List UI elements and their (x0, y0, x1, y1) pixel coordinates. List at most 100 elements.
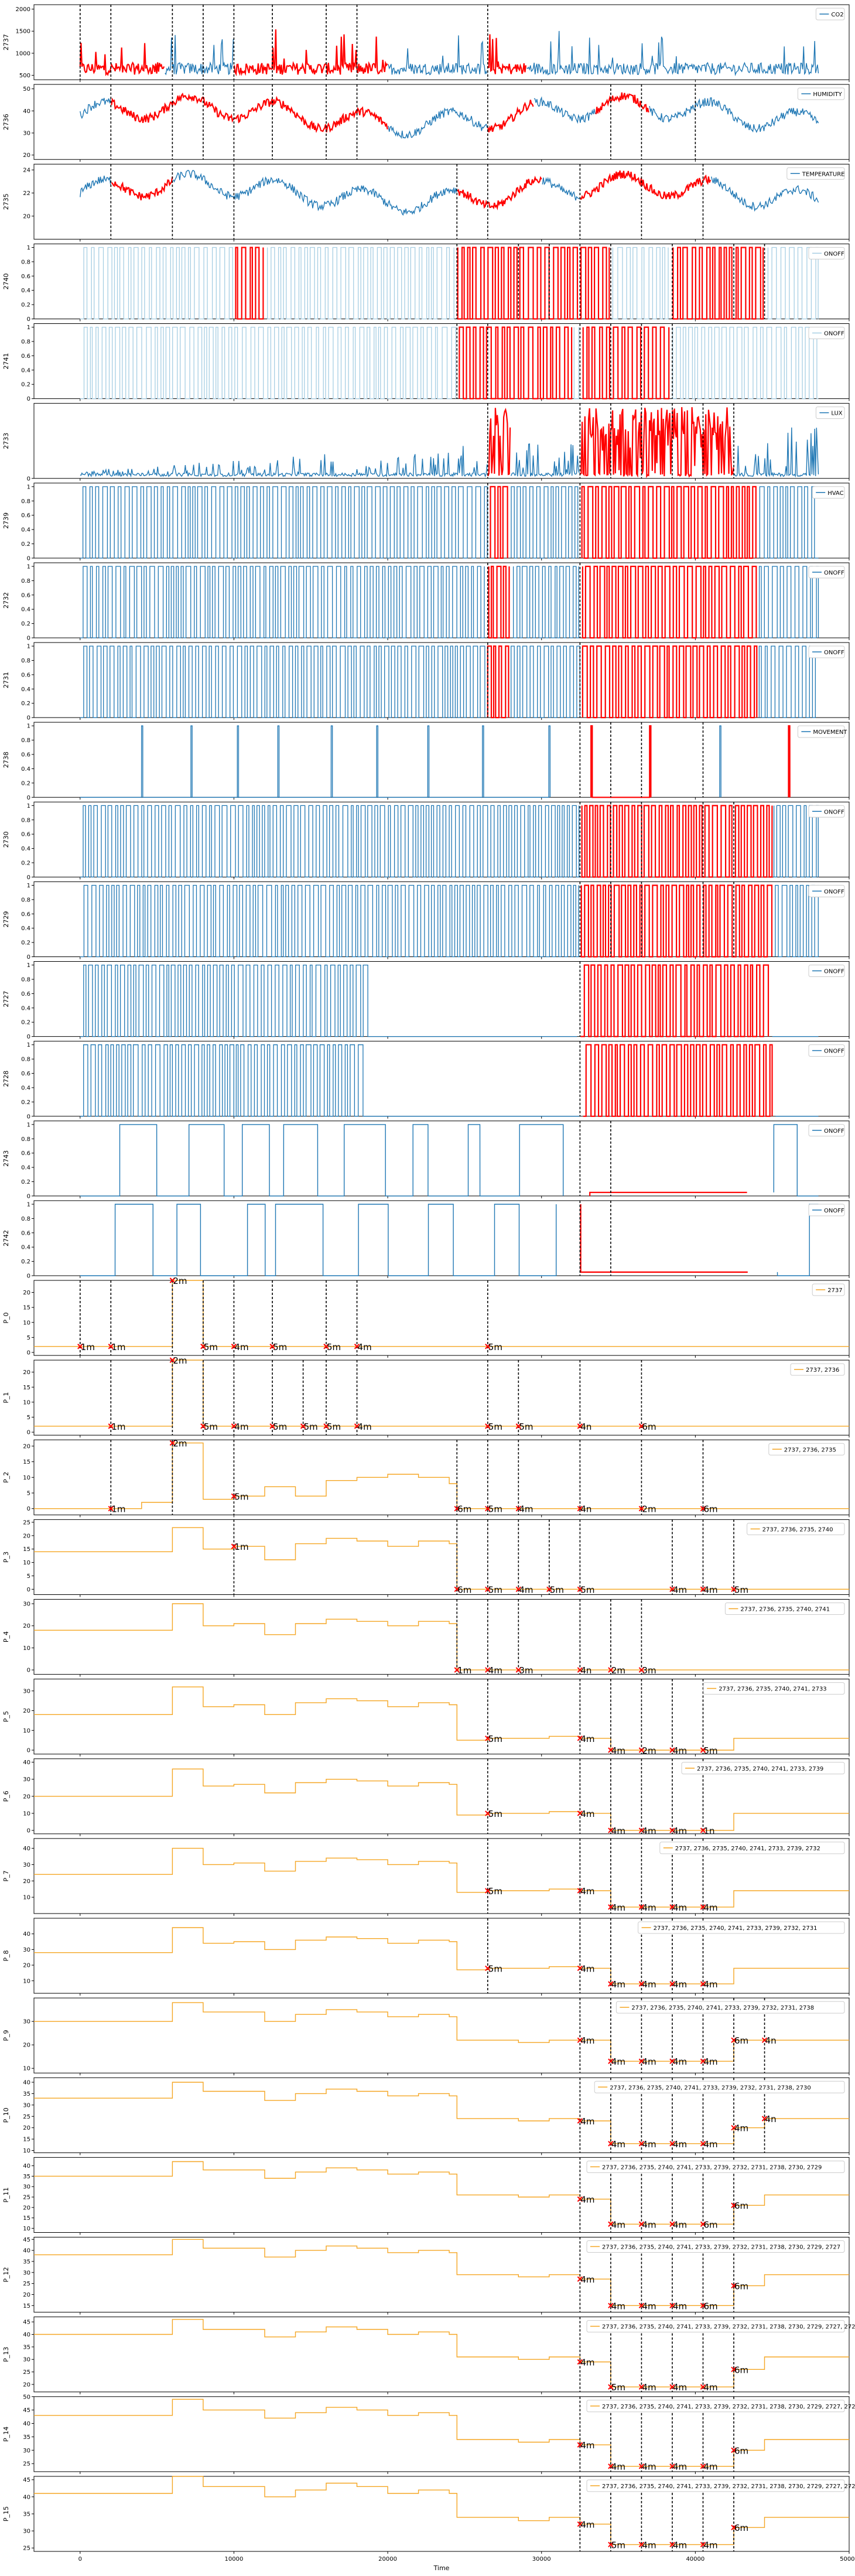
x-axis-label: Time (433, 2564, 450, 2572)
legend-box (797, 87, 845, 100)
series-line (34, 1686, 849, 1751)
marker-label: 5m (580, 1584, 594, 1595)
marker-label: 4m (519, 1584, 533, 1595)
subplot: 0 0.2 0.4 0.6 0.8 1 2738 MOVEMENT (2, 722, 850, 801)
y-tick-label: 1 (27, 1042, 30, 1048)
anomaly-marker (638, 2141, 645, 2147)
y-axis-label: P_2 (2, 1472, 10, 1483)
y-tick-label: 10 (23, 1560, 30, 1566)
marker-label: 4m (611, 2139, 625, 2150)
anomaly-segment (590, 725, 791, 798)
y-tick-label: 30 (23, 2270, 30, 2276)
y-axis-label: P_15 (2, 2506, 10, 2522)
subplot: 10 15 20 25 30 35 40 P_11 4m 4m 4m 4m 6m 6m 2737, 2736… (2, 2157, 850, 2235)
marker-label: 5m (204, 1422, 218, 1432)
legend-label: 2737, 2736, 2735, 2740, 2741, 2733, 2739… (610, 2085, 811, 2091)
anomaly-marker (169, 1357, 176, 1363)
y-axis-label: 2740 (2, 273, 10, 289)
anomaly-marker (577, 1810, 583, 1816)
y-axis-label: 2735 (2, 193, 10, 210)
series-line (34, 2476, 849, 2546)
plot-frame (33, 84, 850, 160)
y-axis-label: 2736 (2, 114, 10, 130)
y-axis-label: 2732 (2, 592, 10, 609)
series-line (80, 964, 819, 1037)
anomaly-marker (669, 1747, 675, 1753)
anomaly-marker (485, 1505, 491, 1512)
y-tick-label: 30 (23, 131, 30, 137)
legend-box (659, 1842, 845, 1854)
y-tick-label: 45 (23, 2237, 30, 2243)
anomaly-marker (454, 1505, 460, 1512)
series-line (80, 247, 819, 320)
y-tick-label: 5 (27, 1335, 30, 1341)
marker-label: 5m (488, 1809, 502, 1819)
y-tick-label: 10 (23, 1320, 30, 1326)
y-axis-label: P_13 (2, 2347, 10, 2362)
anomaly-segment (487, 407, 734, 479)
anomaly-marker (608, 1747, 614, 1753)
anomaly-segment (487, 645, 758, 719)
plot-frame (33, 801, 850, 877)
anomaly-segment (583, 1044, 773, 1117)
marker-label: 5m (488, 1504, 502, 1515)
y-tick-label: 45 (23, 2477, 30, 2483)
y-tick-label: 30 (23, 1776, 30, 1783)
y-tick-label: 10 (23, 1728, 30, 1734)
y-tick-label: 0.6 (21, 353, 30, 360)
legend-label: 2737, 2736 (806, 1367, 839, 1374)
marker-label: 3m (519, 1665, 533, 1676)
anomaly-marker (515, 1586, 522, 1593)
y-tick-label: 0 (27, 476, 30, 482)
marker-label: 4m (642, 2219, 656, 2230)
y-tick-label: 25 (23, 1519, 30, 1526)
y-tick-label: 0.6 (21, 1071, 30, 1077)
anomaly-marker (323, 1423, 329, 1429)
y-tick-label: 0.4 (21, 288, 30, 294)
marker-label: 1n (703, 1826, 714, 1836)
anomaly-marker (700, 1586, 706, 1593)
anomaly-marker (700, 2058, 706, 2064)
marker-label: 5m (488, 1584, 502, 1595)
anomaly-marker (731, 2524, 737, 2530)
plot-frame (33, 2077, 850, 2153)
y-tick-label: 35 (23, 2344, 30, 2350)
marker-label: 6m (703, 1504, 717, 1515)
y-tick-label: 0.8 (21, 817, 30, 824)
marker-label: 4m (703, 2139, 717, 2150)
y-axis-label: P_7 (2, 1870, 10, 1881)
y-tick-label: 40 (23, 108, 30, 115)
y-axis-label: 2730 (2, 831, 10, 848)
y-tick-label: 0.4 (21, 527, 30, 534)
y-axis-label: 2731 (2, 672, 10, 688)
y-tick-label: 24 (23, 168, 30, 174)
y-tick-label: 40 (23, 1760, 30, 1766)
subplot: 0 0.2 0.4 0.6 0.8 1 2731 ONOFF (2, 642, 850, 722)
marker-label: 4m (580, 1809, 594, 1819)
legend-box (797, 725, 845, 738)
marker-label: 4m (673, 1979, 687, 1990)
legend-label: MOVEMENT (813, 729, 847, 736)
marker-label: 4n (580, 1422, 591, 1432)
y-tick-label: 5 (27, 1491, 30, 1497)
y-tick-label: 25 (23, 2461, 30, 2468)
marker-label: 4n (580, 1665, 591, 1676)
y-tick-label: 0.6 (21, 832, 30, 838)
series-line (34, 1847, 849, 1908)
y-tick-label: 20 (23, 152, 30, 159)
y-tick-label: 30 (23, 2448, 30, 2454)
marker-label: 6m (703, 2219, 717, 2230)
series-line (80, 1204, 819, 1276)
plot-frame (33, 2317, 850, 2393)
y-axis-label: P_3 (2, 1552, 10, 1563)
marker-label: 1m (111, 1422, 125, 1432)
subplot: 0 10 20 30 P_4 1m 4m 3m 4n 2m 3m 2737, 2736, 2735, … (2, 1599, 850, 1677)
anomaly-segment (111, 170, 712, 211)
legend-box (808, 247, 845, 259)
marker-label: 4m (703, 1902, 717, 1913)
legend-box (586, 2160, 845, 2173)
legend-box (808, 805, 845, 818)
marker-label: 4m (580, 1963, 594, 1974)
y-tick-label: 1 (27, 883, 30, 889)
marker-label: 2m (173, 1355, 187, 1366)
